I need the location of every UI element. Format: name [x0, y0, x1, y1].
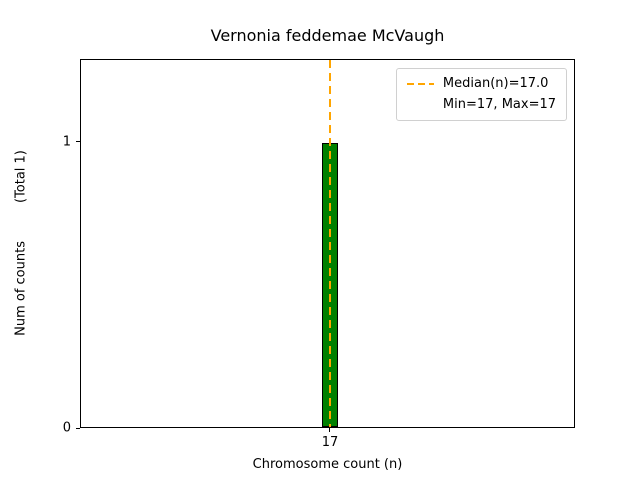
y-tick-mark	[76, 427, 80, 429]
chart-title: Vernonia feddemae McVaugh	[210, 26, 445, 45]
legend-sample-spacer	[407, 104, 434, 106]
x-axis-label: Chromosome count (n)	[252, 457, 403, 472]
legend-label-median: Median(n)=17.0	[442, 76, 549, 91]
legend: Median(n)=17.0 Min=17, Max=17	[395, 68, 567, 121]
median-line-legend-sample	[406, 83, 434, 85]
y-tick-mark	[76, 141, 80, 143]
x-axis-ticks: 17	[80, 428, 575, 452]
plot-area: Median(n)=17.0 Min=17, Max=17	[80, 59, 575, 428]
x-tick-label: 17	[321, 435, 339, 450]
legend-entry-median: Median(n)=17.0	[406, 76, 556, 92]
x-tick-mark	[329, 428, 331, 432]
y-tick-label: 0	[62, 420, 71, 436]
legend-entry-minmax: Min=17, Max=17	[407, 97, 556, 113]
y-axis-ticks: 0 1	[0, 59, 80, 436]
y-tick-label: 1	[62, 134, 71, 150]
legend-label-minmax: Min=17, Max=17	[442, 97, 556, 112]
median-line	[328, 60, 331, 427]
